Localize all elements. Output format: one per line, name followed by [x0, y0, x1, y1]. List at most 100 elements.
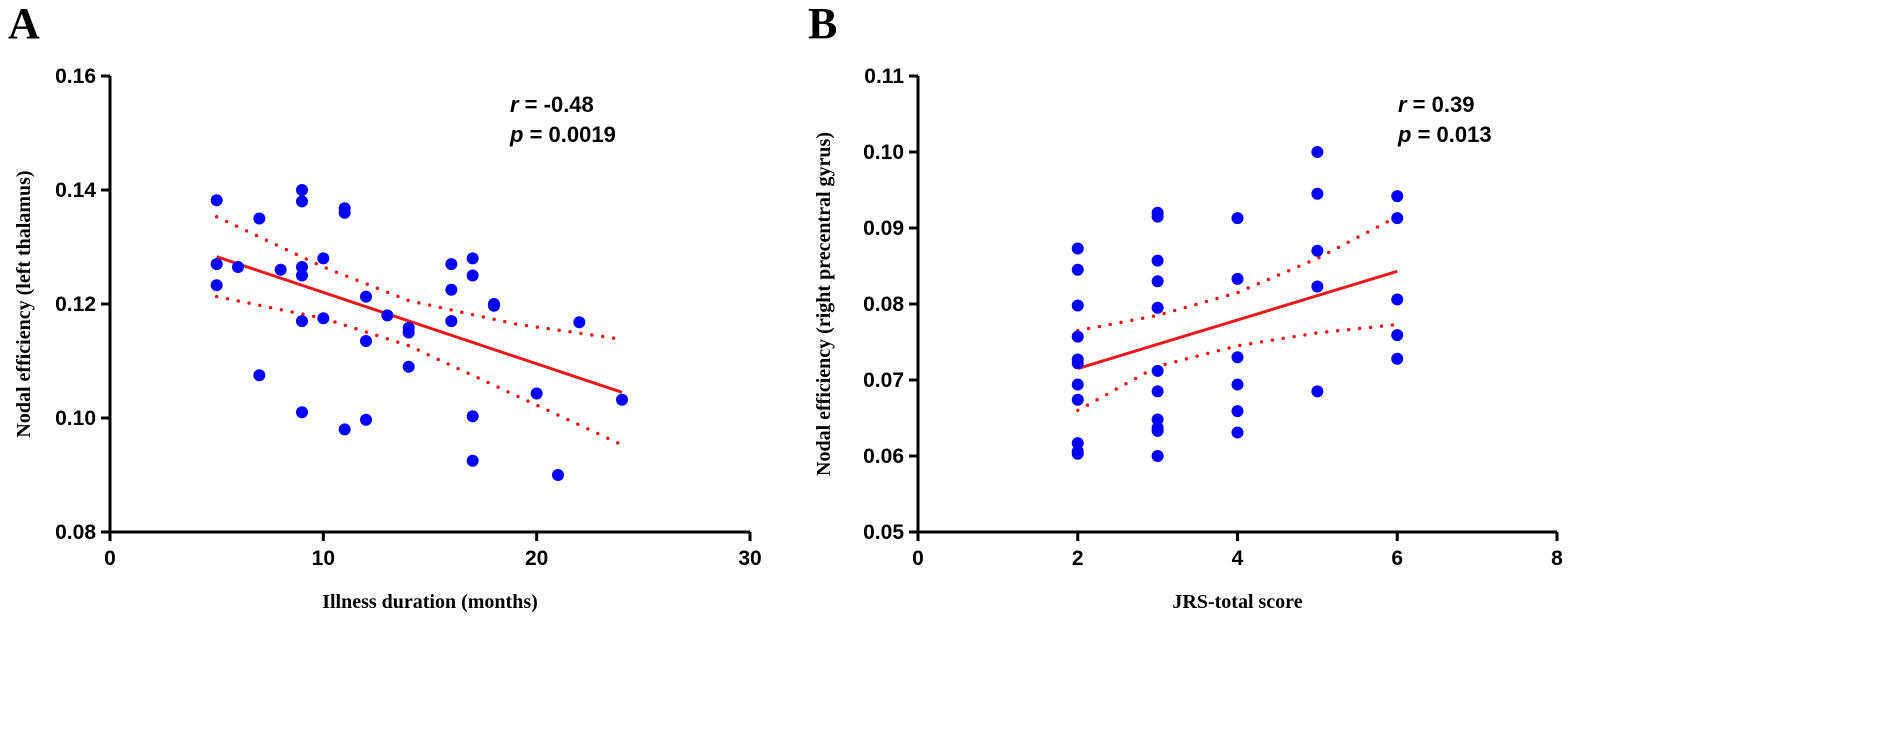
data-point — [296, 184, 308, 196]
data-point — [402, 360, 415, 373]
data-point — [1071, 393, 1084, 406]
panel-a: A 0.08 0.10 0.12 0.14 0.16 0 10 20 30 Illness dura… — [8, 0, 762, 613]
data-point — [1231, 405, 1244, 418]
y-tick-label: 0.12 — [55, 293, 96, 316]
data-point — [1071, 242, 1084, 255]
r-annotation: r = -0.48 — [510, 92, 594, 117]
y-tick-label: 0.16 — [55, 65, 96, 88]
y-tick-label: 0.06 — [863, 445, 904, 468]
x-tick-label: 8 — [1551, 547, 1563, 570]
data-point — [253, 212, 266, 225]
data-point — [381, 309, 394, 322]
y-tick-label: 0.10 — [55, 407, 96, 430]
data-point — [210, 194, 223, 207]
r-value: = -0.48 — [519, 92, 594, 117]
ci-lower-band — [214, 294, 624, 447]
regression-line — [1077, 269, 1398, 371]
data-point — [530, 387, 543, 400]
data-point — [445, 258, 458, 271]
data-point — [1071, 299, 1084, 312]
data-point — [1151, 385, 1164, 398]
data-point — [360, 290, 372, 303]
data-point — [1151, 450, 1164, 462]
data-point — [573, 316, 586, 329]
r-symbol: r — [1398, 92, 1408, 117]
y-tick-label: 0.10 — [863, 141, 904, 164]
p-symbol: p — [509, 122, 523, 147]
data-point — [616, 393, 628, 406]
data-point — [360, 335, 372, 348]
p-value: = 0.0019 — [523, 122, 615, 147]
data-point — [1231, 426, 1244, 439]
data-point — [210, 279, 223, 292]
x-tick-label: 0 — [912, 547, 924, 570]
r-symbol: r — [510, 92, 520, 117]
data-point — [1391, 329, 1404, 342]
x-tick-label: 20 — [525, 547, 548, 570]
data-point — [1151, 301, 1164, 314]
data-point — [1391, 212, 1404, 225]
r-value: = 0.39 — [1407, 92, 1475, 117]
data-point — [210, 258, 223, 271]
data-point — [1391, 352, 1404, 365]
data-point — [338, 206, 351, 219]
data-point — [1071, 330, 1084, 343]
data-point — [1311, 385, 1324, 398]
data-point — [445, 315, 458, 328]
regression-line — [216, 255, 623, 394]
data-point — [296, 406, 308, 419]
data-point — [402, 326, 415, 339]
data-point — [1391, 190, 1404, 203]
data-point — [1311, 244, 1324, 257]
panel-label: B — [808, 0, 837, 48]
ci-upper-band — [1076, 214, 1400, 333]
y-tick-label: 0.11 — [864, 65, 904, 88]
p-annotation: p = 0.013 — [1397, 122, 1492, 147]
data-point — [296, 269, 308, 282]
p-annotation: p = 0.0019 — [509, 122, 616, 147]
data-point — [296, 260, 308, 273]
data-point — [466, 410, 479, 423]
data-point — [1071, 357, 1084, 370]
y-tick-label: 0.07 — [863, 369, 904, 392]
data-point — [1151, 424, 1164, 437]
data-point — [1311, 280, 1324, 293]
panel-b: B 0.05 0.06 0.07 0.08 0.09 0.10 0.11 0 2 4 6 8 JRS-to… — [808, 0, 1563, 613]
data-point — [296, 195, 308, 208]
data-point — [1151, 275, 1164, 288]
data-point — [232, 260, 244, 273]
data-point — [317, 252, 330, 265]
ci-upper-band — [214, 215, 624, 342]
data-point — [1071, 437, 1084, 450]
data-point — [253, 369, 266, 382]
p-value: = 0.013 — [1411, 122, 1491, 147]
data-point — [274, 263, 287, 276]
data-point — [1151, 254, 1164, 267]
y-tick-label: 0.14 — [55, 179, 96, 202]
data-point — [1151, 364, 1164, 377]
data-point — [296, 315, 308, 328]
x-tick-label: 2 — [1072, 547, 1084, 570]
data-point — [1231, 272, 1244, 285]
x-tick-label: 0 — [104, 547, 116, 570]
y-tick-label: 0.08 — [863, 293, 904, 316]
data-point — [1151, 210, 1164, 223]
data-point — [1071, 263, 1084, 276]
data-point — [1151, 413, 1164, 426]
data-point — [1311, 146, 1324, 158]
r-annotation: r = 0.39 — [1398, 92, 1474, 117]
data-point — [466, 454, 479, 467]
data-point — [338, 423, 351, 436]
x-tick-label: 30 — [738, 547, 761, 570]
data-point — [1071, 378, 1084, 391]
x-tick-label: 10 — [312, 547, 335, 570]
x-tick-label: 6 — [1391, 547, 1403, 570]
data-point — [552, 469, 564, 481]
data-point — [466, 269, 479, 282]
y-axis-label: Nodal efficiency (left thalamus) — [13, 170, 35, 437]
y-tick-label: 0.08 — [55, 521, 96, 544]
p-symbol: p — [1397, 122, 1411, 147]
data-point — [445, 283, 458, 296]
data-point — [1231, 212, 1244, 225]
